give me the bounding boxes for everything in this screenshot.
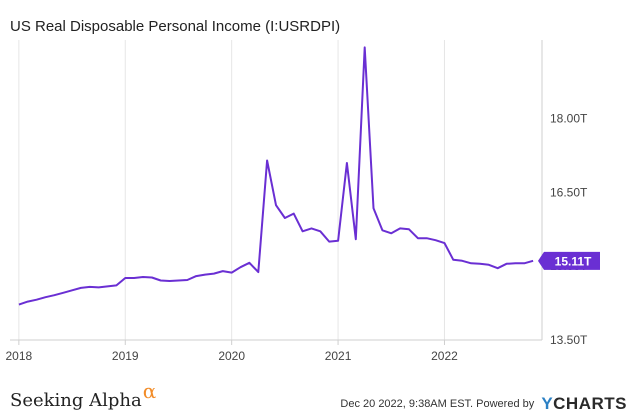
x-tick-label: 2021: [325, 349, 352, 363]
timestamp: Dec 20 2022, 9:38AM EST.: [340, 398, 474, 410]
x-tick-label: 2019: [112, 349, 139, 363]
chart-title: US Real Disposable Personal Income (I:US…: [10, 18, 341, 35]
ycharts-logo[interactable]: YCHARTS: [541, 394, 627, 413]
y-tick-label: 13.50T: [550, 333, 588, 347]
x-tick-label: 2018: [6, 349, 33, 363]
latest-value-badge: [538, 251, 600, 270]
ycharts-rest: CHARTS: [553, 394, 627, 413]
latest-value-marker: 15.11T: [538, 251, 600, 270]
series-line: [18, 46, 534, 306]
series: [18, 46, 534, 306]
footer-credit: Dec 20 2022, 9:38AM EST. Powered by YCHA…: [340, 394, 627, 414]
powered-by-text: Powered by: [476, 398, 535, 410]
x-tick-label: 2022: [431, 349, 458, 363]
latest-value-label: 15.11T: [555, 254, 592, 268]
y-tick-label: 18.00T: [550, 112, 588, 126]
x-tick-label: 2020: [218, 349, 245, 363]
x-axis: 2018 2019 2020 2021 2022: [6, 339, 542, 363]
seeking-alpha-logo: Seeking Alphaα: [10, 379, 156, 411]
alpha-symbol-icon: α: [142, 379, 157, 403]
ycharts-y: Y: [541, 394, 554, 413]
brand-name: Seeking Alpha: [10, 390, 142, 411]
y-tick-label: 16.50T: [550, 185, 588, 199]
grid-lines: [18, 40, 543, 340]
